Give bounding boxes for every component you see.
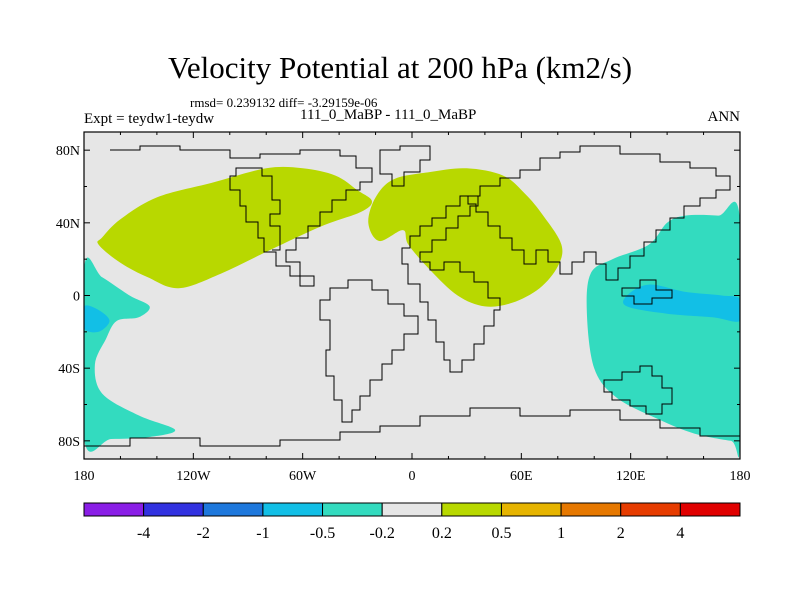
region-negative-west-pacific [84, 257, 176, 452]
continent-outline-7 [621, 279, 673, 305]
colorbar-swatch [381, 502, 443, 517]
colorbar-swatch [322, 502, 383, 517]
continent-outline-1 [110, 145, 373, 287]
y-tick-label: 80S [58, 435, 80, 450]
x-tick-label: 60W [289, 469, 317, 484]
region-positive-north-america-europe [97, 166, 372, 289]
colorbar-swatch [262, 502, 324, 517]
colorbar-swatch [83, 502, 145, 517]
colorbar-label: 0.2 [432, 525, 452, 542]
x-tick-label: 0 [409, 469, 416, 484]
colorbar-label: -2 [197, 525, 210, 542]
colorbar-label: 2 [617, 525, 625, 542]
colorbar-swatch [679, 502, 741, 517]
season-label: ANN [707, 109, 741, 125]
region-negative-core-west-edge [84, 305, 110, 333]
continent-outline-5 [467, 145, 731, 281]
colorbar-swatch [620, 502, 681, 517]
y-tick-label: 40S [58, 362, 80, 377]
continent-outline-2 [319, 279, 419, 423]
stats-line: rmsd= 0.239132 diff= -3.29159e-06 [190, 95, 378, 110]
x-tick-label: 60E [510, 469, 533, 484]
y-tick-label: 40N [56, 217, 80, 232]
region-negative-east-pacific [586, 201, 740, 458]
x-tick-label: 180 [730, 469, 751, 484]
continent-outline-3 [379, 145, 431, 187]
y-tick-label: 80N [56, 144, 80, 159]
chart-title: Velocity Potential at 200 hPa (km2/s) [167, 50, 633, 85]
colorbar-swatch [441, 502, 502, 517]
experiment-label: Expt = teydw1-teydw [84, 111, 215, 127]
x-tick-label: 120W [176, 469, 211, 484]
y-tick-label: 0 [73, 290, 80, 305]
colorbar-label: -4 [137, 525, 150, 542]
colorbar-swatch [500, 502, 562, 517]
x-tick-label: 120E [616, 469, 646, 484]
continent-outline-4 [401, 195, 501, 373]
continent-outline-8 [84, 407, 740, 447]
colorbar-label: -0.2 [370, 525, 395, 542]
region-positive-eurasia [368, 168, 563, 307]
x-tick-label: 180 [74, 469, 95, 484]
region-negative-core-pacific [623, 284, 740, 322]
colorbar-label: 1 [557, 525, 565, 542]
colorbar-swatch [202, 502, 264, 517]
colorbar-label: -0.5 [310, 525, 335, 542]
colorbar-swatch [143, 502, 204, 517]
colorbar-swatch [560, 502, 622, 517]
colorbar-label: 4 [676, 525, 684, 542]
continent-outline-6 [603, 365, 673, 415]
colorbar-label: -1 [256, 525, 269, 542]
cases-label: 111_0_MaBP - 111_0_MaBP [300, 107, 477, 123]
colorbar-label: 0.5 [491, 525, 511, 542]
